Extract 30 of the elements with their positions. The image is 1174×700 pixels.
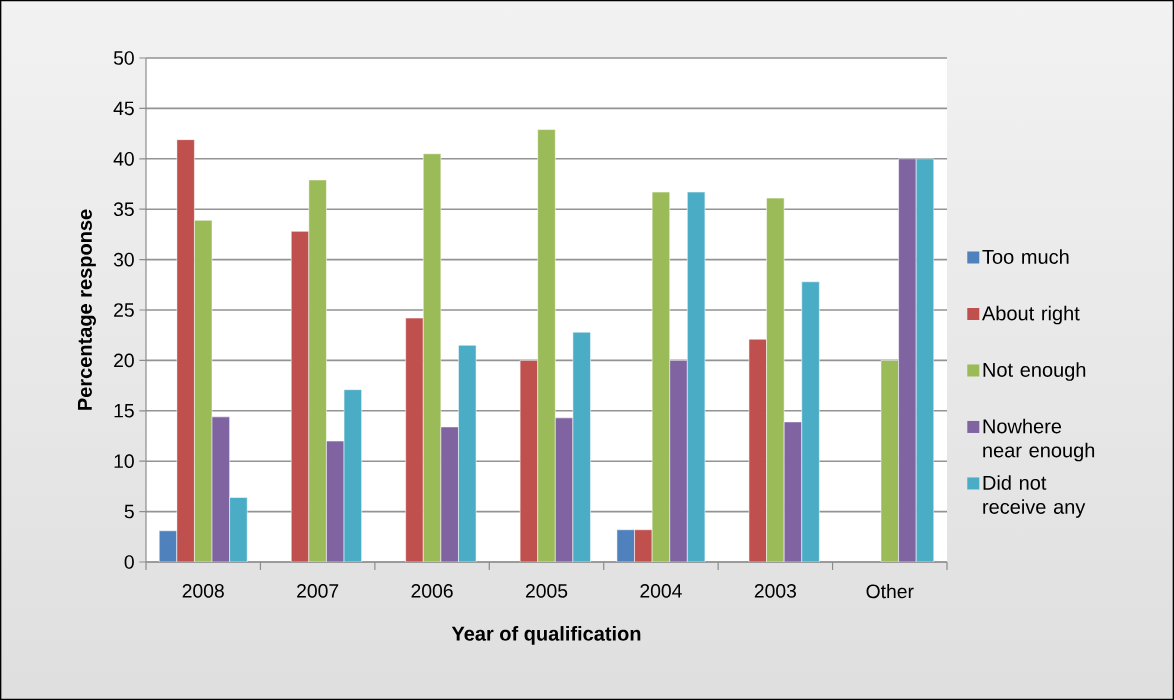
y-tick-label: 15 — [114, 404, 134, 418]
y-tick-label: 25 — [114, 303, 134, 317]
x-tick-label: 2005 — [525, 584, 568, 598]
y-tick-label: 45 — [113, 101, 134, 116]
x-tick-label: 2003 — [754, 584, 797, 598]
x-axis-title: Year of qualification — [451, 626, 641, 645]
legend-label: Nowhere near enough — [983, 418, 1095, 462]
legend-label: Too much — [982, 249, 1069, 264]
bar — [748, 338, 767, 562]
x-tick-label: 2004 — [640, 584, 682, 598]
legend-label: About right — [982, 305, 1080, 325]
y-tick-label: 10 — [114, 454, 134, 469]
y-tick-label: 30 — [113, 252, 134, 267]
x-tick-label: Other — [866, 584, 914, 599]
bar — [290, 231, 310, 562]
x-tick-label: 2006 — [411, 584, 453, 598]
y-tick-label: 0 — [124, 555, 134, 569]
y-tick-label: 20 — [114, 353, 134, 368]
y-tick-label: 50 — [113, 51, 134, 65]
legend-label: Not enough — [983, 362, 1086, 381]
legend-label: Did not receive any — [983, 475, 1086, 518]
bar — [519, 360, 538, 562]
x-tick-label: 2007 — [297, 584, 339, 598]
y-tick-label: 35 — [113, 202, 134, 217]
x-tick-label: 2008 — [182, 584, 224, 598]
y-tick-label: 5 — [124, 504, 134, 519]
bar — [176, 139, 195, 562]
y-tick-label: 40 — [113, 151, 134, 166]
bar — [405, 317, 424, 562]
y-axis-title: Percentage response — [77, 209, 96, 410]
